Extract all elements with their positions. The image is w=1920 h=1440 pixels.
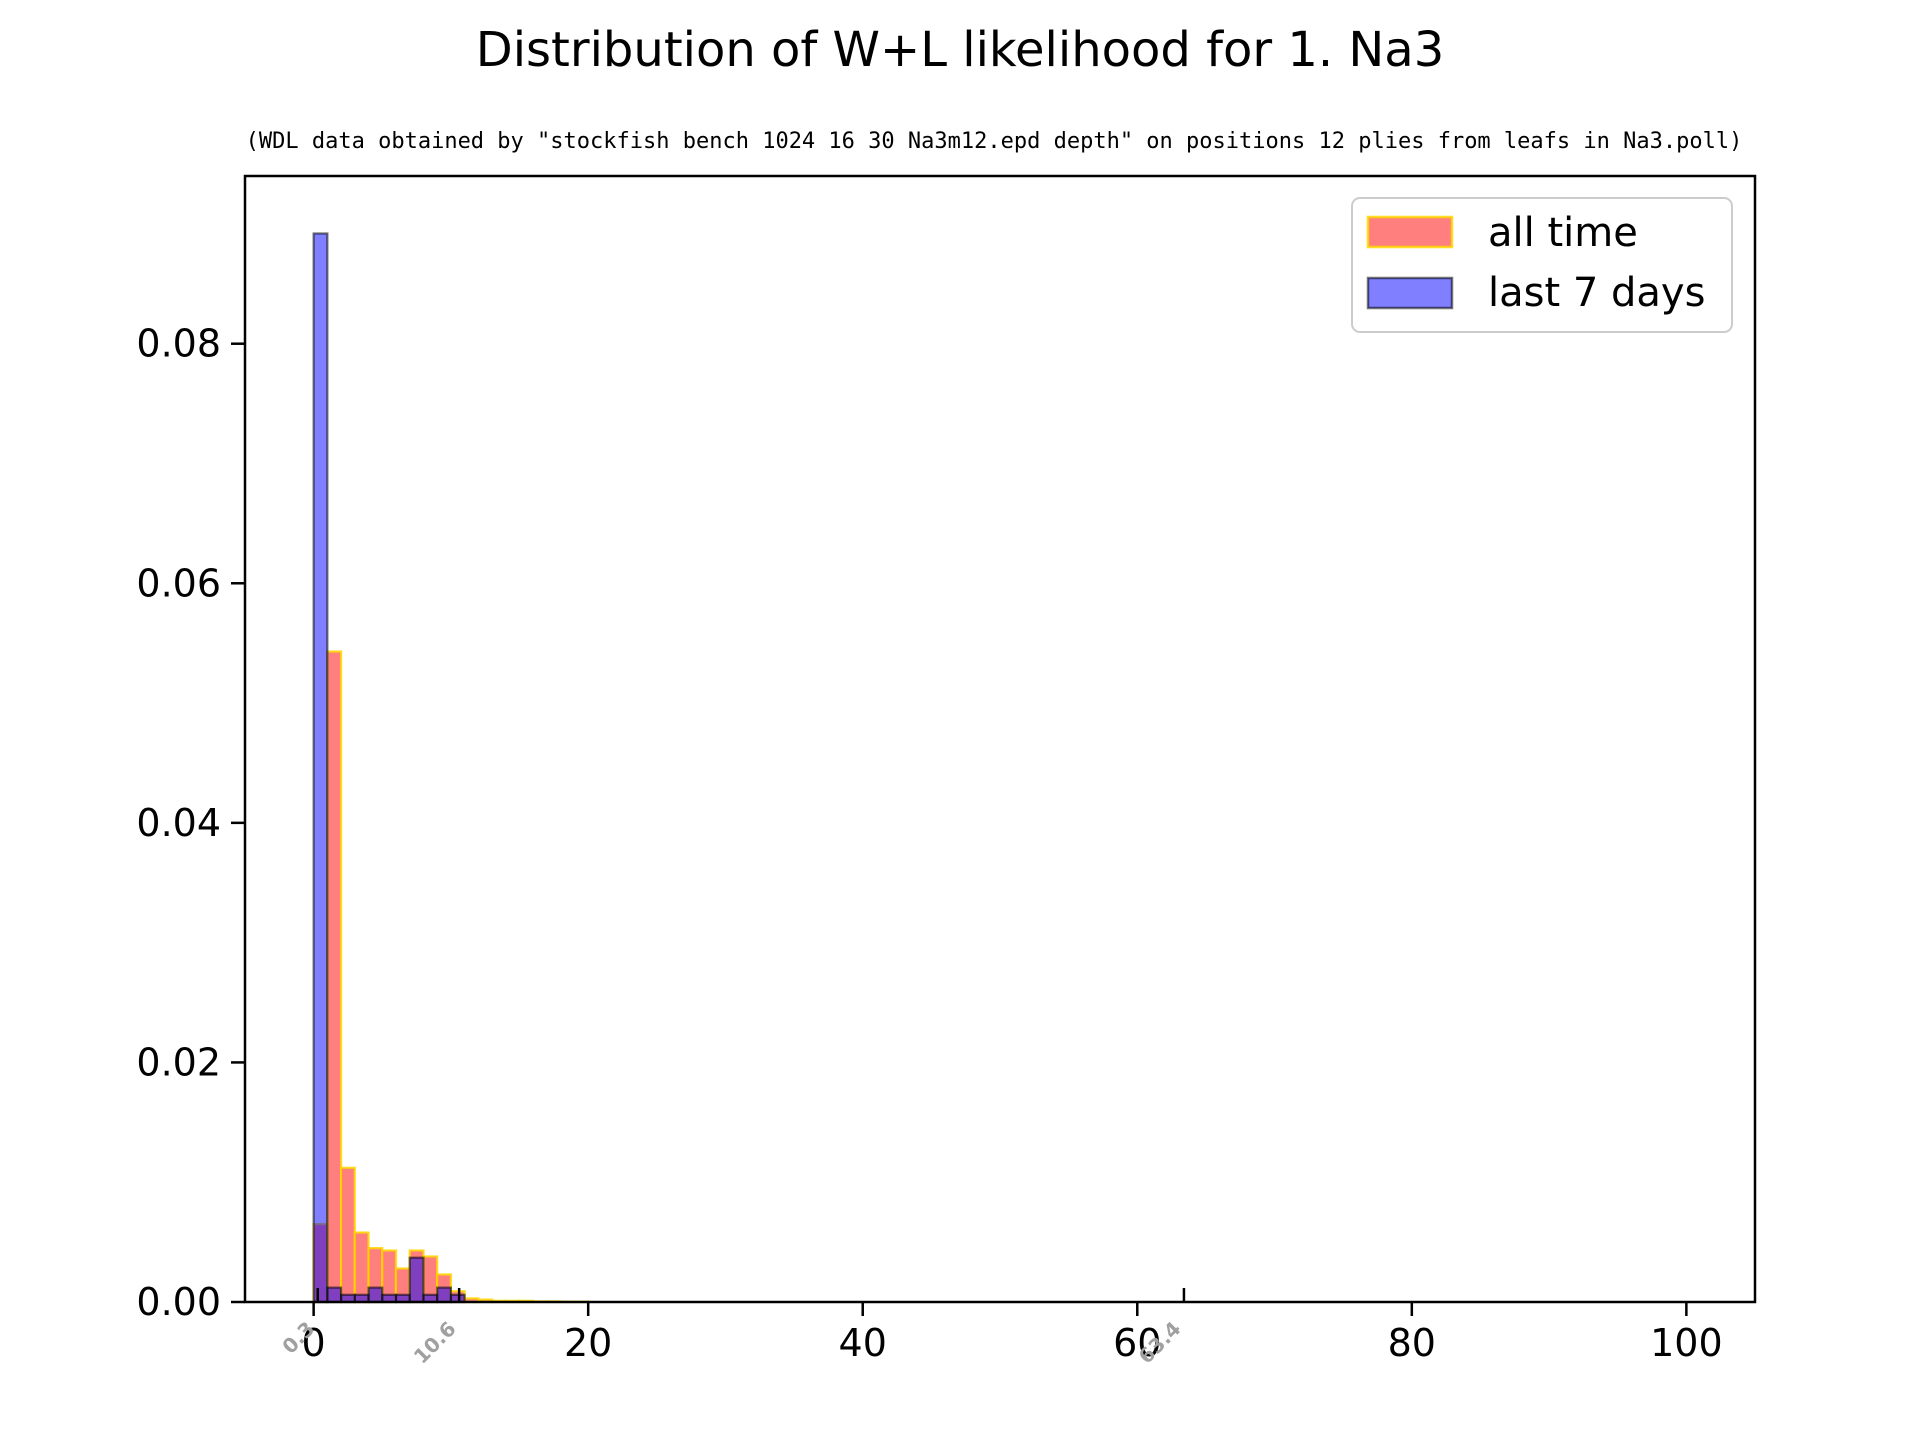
chart-subtitle: (WDL data obtained by "stockfish bench 1… xyxy=(246,129,1743,154)
x-tick-label-0: 0 xyxy=(302,1321,326,1365)
bar-all-time-bin-2 xyxy=(339,1166,356,1304)
y-tick-label-0: 0.00 xyxy=(136,1280,221,1324)
plot-area xyxy=(245,176,1755,1302)
x-tick-label-20: 20 xyxy=(564,1321,612,1365)
y-tick-label-1: 0.02 xyxy=(136,1040,221,1084)
bar-last-7-days-bin-9 xyxy=(436,1286,453,1304)
x-axis: 0 20 40 60 80 100 xyxy=(302,1302,1723,1365)
bar-all-time-bin-3 xyxy=(353,1231,370,1304)
legend: all time last 7 days xyxy=(1351,197,1733,333)
bar-last-7-days-bin-4 xyxy=(367,1286,384,1304)
bar-last-7-days-bin-0 xyxy=(312,232,329,1304)
bar-last-7-days-bin-7 xyxy=(408,1256,425,1304)
legend-swatch-all-time xyxy=(1366,215,1454,249)
y-tick-label-4: 0.08 xyxy=(136,322,221,366)
y-tick-label-2: 0.04 xyxy=(136,801,221,845)
x-tick-label-40: 40 xyxy=(839,1321,887,1365)
legend-swatch-last-7-days xyxy=(1366,276,1454,310)
x-tick-label-80: 80 xyxy=(1388,1321,1436,1365)
bar-last-7-days-bin-1 xyxy=(326,1286,343,1304)
y-tick-label-3: 0.06 xyxy=(136,561,221,605)
marker-label-1: 10.6 xyxy=(409,1317,461,1369)
x-tick-label-100: 100 xyxy=(1650,1321,1723,1365)
legend-label-all-time: all time xyxy=(1488,210,1638,256)
x-tick-label-60: 60 xyxy=(1113,1321,1161,1365)
y-axis: 0.00 0.02 0.04 0.06 0.08 xyxy=(136,322,245,1324)
bar-all-time-bin-1 xyxy=(326,650,343,1304)
chart-title: Distribution of W+L likelihood for 1. Na… xyxy=(476,22,1445,78)
legend-label-last-7-days: last 7 days xyxy=(1488,270,1705,316)
plot-frame xyxy=(243,174,1757,1304)
